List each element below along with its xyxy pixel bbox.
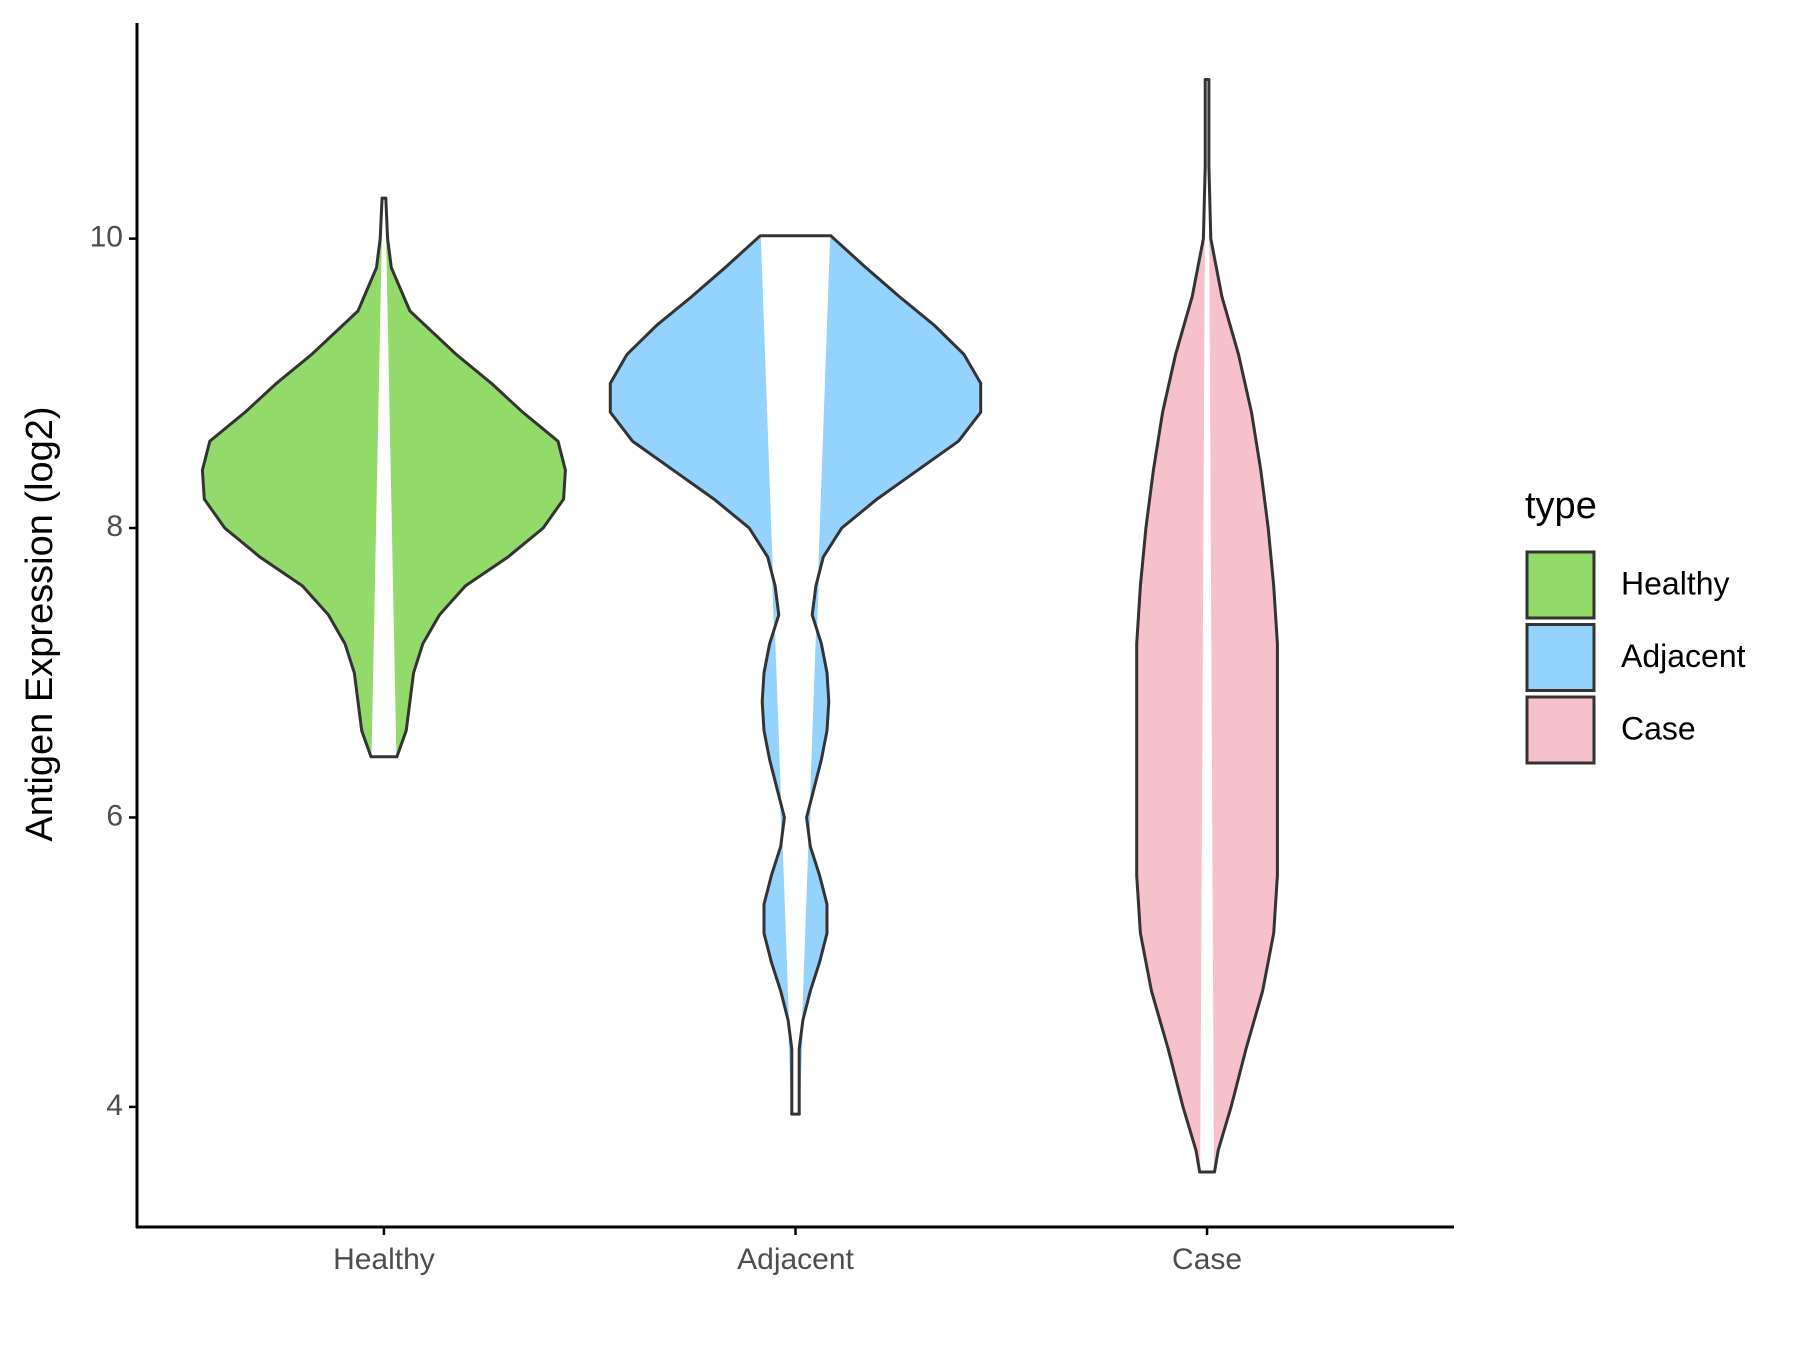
x-tick-label: Case xyxy=(1172,1243,1242,1276)
violin-outline xyxy=(1135,79,1207,1173)
legend-label: Healthy xyxy=(1621,565,1730,601)
violin-half xyxy=(1208,79,1278,1173)
violin-outline xyxy=(384,198,567,758)
legend-key xyxy=(1525,550,1596,620)
y-tick-label: 10 xyxy=(90,221,123,254)
violin-outline xyxy=(797,234,983,1115)
y-tick-label: 8 xyxy=(106,510,123,543)
x-tick-label: Healthy xyxy=(333,1243,435,1276)
legend-title: type xyxy=(1525,485,1597,527)
violin-half xyxy=(1136,79,1206,1173)
violin-outline xyxy=(200,198,384,758)
legend-label: Case xyxy=(1621,710,1696,746)
legend-label: Adjacent xyxy=(1621,638,1746,674)
y-tick-label: 6 xyxy=(106,799,123,832)
y-axis-title: Antigen Expression (log2) xyxy=(19,406,61,841)
y-tick-label: 4 xyxy=(106,1089,123,1122)
legend-key xyxy=(1525,695,1596,765)
violin-outline xyxy=(608,234,794,1115)
x-tick-label: Adjacent xyxy=(737,1243,854,1276)
legend-key xyxy=(1525,623,1596,692)
violin-outline xyxy=(1207,79,1279,1173)
